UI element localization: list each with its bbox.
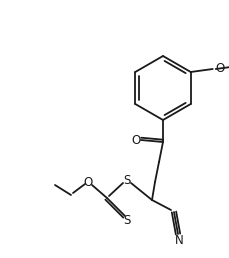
- Text: O: O: [216, 61, 225, 75]
- Text: N: N: [175, 235, 183, 247]
- Text: O: O: [131, 134, 141, 148]
- Text: S: S: [123, 173, 131, 187]
- Text: S: S: [123, 214, 131, 227]
- Text: O: O: [83, 175, 93, 189]
